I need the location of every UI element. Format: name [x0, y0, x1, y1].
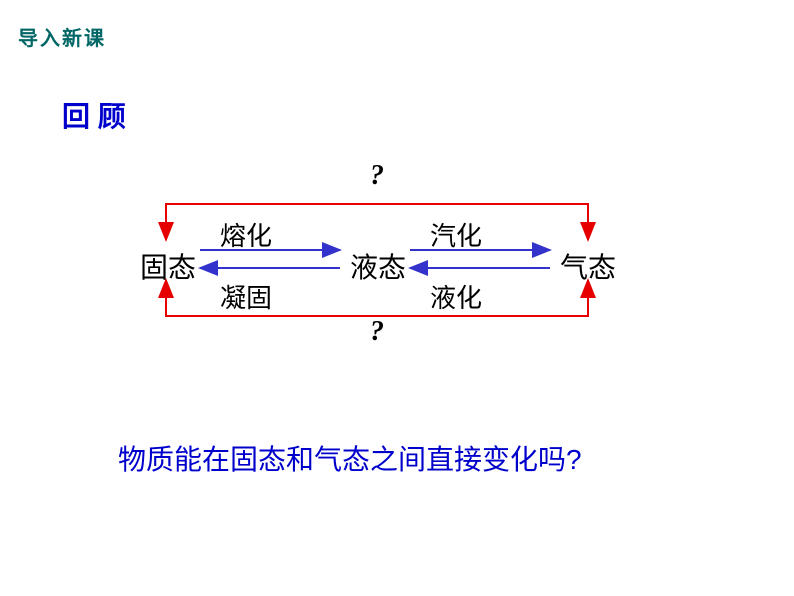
- process-vaporize: 汽化: [430, 216, 482, 253]
- state-liquid: 液态: [350, 246, 406, 286]
- review-title: 回 顾: [62, 95, 126, 135]
- process-freeze: 凝固: [220, 278, 272, 315]
- review-text: 回 顾: [62, 101, 126, 132]
- process-melt: 熔化: [220, 216, 272, 253]
- page-header: 导入新课: [18, 22, 106, 51]
- state-solid: 固态: [140, 246, 196, 286]
- state-diagram: 固态 液态 气态 熔化 凝固 汽化 液化 ? ?: [140, 160, 650, 340]
- process-liquefy: 液化: [430, 278, 482, 315]
- question-mark-top: ?: [370, 160, 384, 192]
- header-text: 导入新课: [18, 28, 106, 50]
- state-gas: 气态: [560, 246, 616, 286]
- question-text: 物质能在固态和气态之间直接变化吗?: [118, 444, 582, 475]
- main-question: 物质能在固态和气态之间直接变化吗?: [118, 438, 582, 478]
- question-mark-bottom: ?: [370, 316, 384, 348]
